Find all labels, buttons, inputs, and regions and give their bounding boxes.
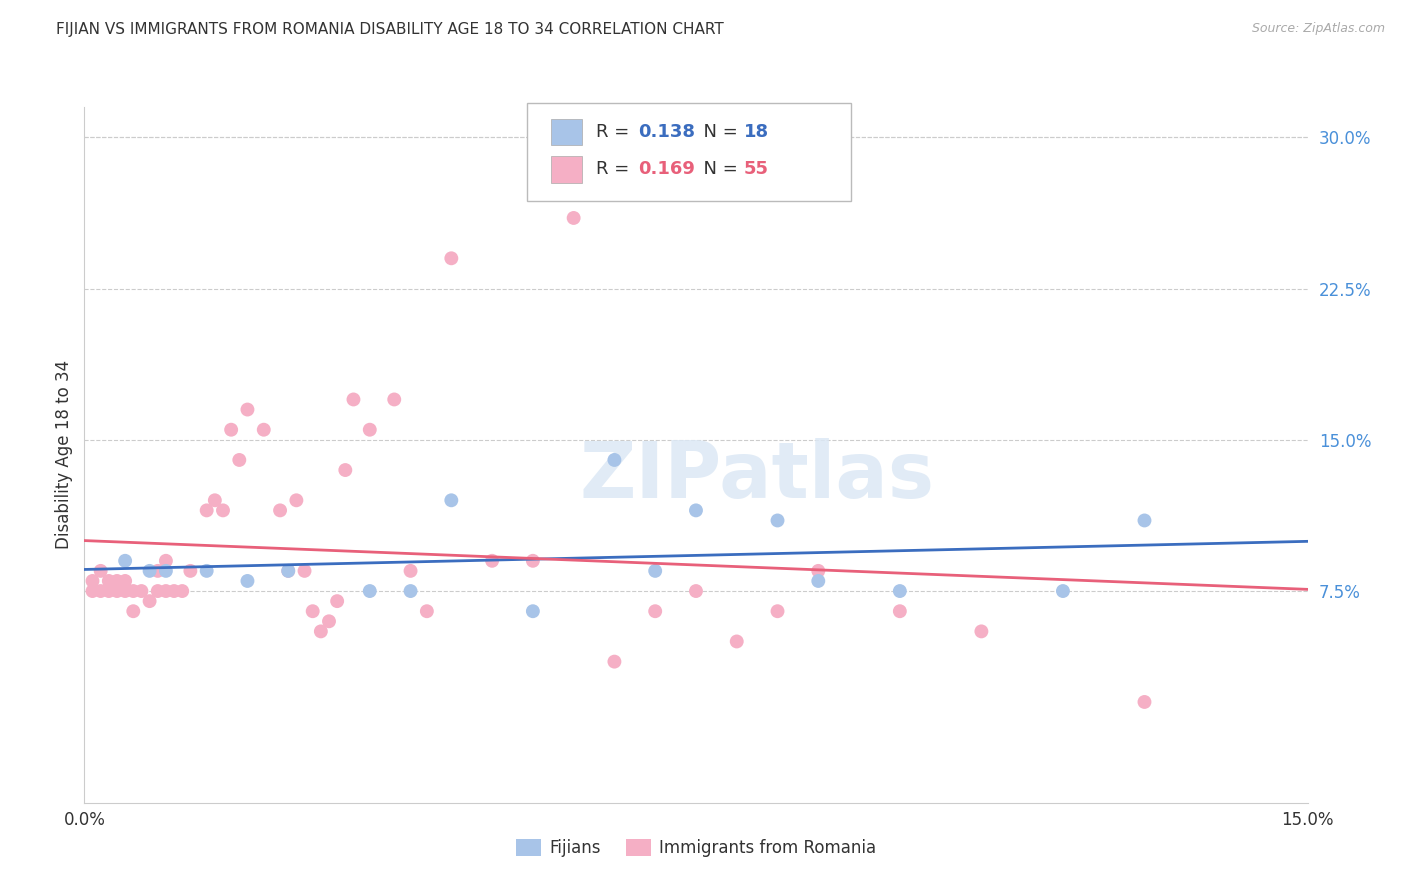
Point: [155, 564, 177, 578]
Text: 18: 18: [744, 123, 769, 141]
Point: [179, 564, 201, 578]
Point: [122, 584, 145, 599]
Point: [644, 604, 666, 618]
Legend: Fijians, Immigrants from Romania: Fijians, Immigrants from Romania: [509, 832, 883, 864]
Point: [807, 564, 830, 578]
Point: [228, 453, 250, 467]
Point: [236, 402, 259, 417]
Point: [725, 634, 748, 648]
Point: [685, 503, 707, 517]
Point: [172, 584, 194, 599]
Point: [114, 584, 136, 599]
Point: [253, 423, 276, 437]
Point: [97, 574, 120, 588]
Point: [522, 604, 544, 618]
Point: [90, 584, 112, 599]
Text: ZIPatlas: ZIPatlas: [579, 438, 935, 514]
Point: [285, 493, 308, 508]
Point: [1133, 513, 1156, 527]
Point: [269, 503, 291, 517]
Point: [114, 574, 136, 588]
Text: R =: R =: [596, 123, 636, 141]
Point: [146, 584, 169, 599]
Point: [440, 493, 463, 508]
Text: 0.169: 0.169: [638, 161, 695, 178]
Text: Source: ZipAtlas.com: Source: ZipAtlas.com: [1251, 22, 1385, 36]
Point: [399, 564, 422, 578]
Point: [82, 574, 104, 588]
Text: N =: N =: [692, 123, 744, 141]
Point: [309, 624, 332, 639]
Point: [416, 604, 439, 618]
Point: [359, 423, 381, 437]
Point: [889, 604, 911, 618]
Point: [236, 574, 259, 588]
Point: [163, 584, 186, 599]
Text: N =: N =: [692, 161, 744, 178]
Point: [105, 574, 128, 588]
Point: [155, 554, 177, 568]
Point: [294, 564, 316, 578]
Point: [603, 453, 626, 467]
Point: [889, 584, 911, 599]
Point: [219, 423, 242, 437]
Point: [807, 574, 830, 588]
Point: [766, 604, 789, 618]
Point: [131, 584, 153, 599]
Point: [114, 554, 136, 568]
Point: [318, 615, 340, 629]
Point: [644, 564, 666, 578]
Point: [195, 503, 218, 517]
Point: [138, 564, 160, 578]
Point: [155, 584, 177, 599]
Point: [138, 594, 160, 608]
Point: [277, 564, 299, 578]
Point: [90, 564, 112, 578]
Point: [603, 655, 626, 669]
Point: [1052, 584, 1074, 599]
Point: [97, 584, 120, 599]
Point: [82, 584, 104, 599]
Point: [562, 211, 585, 225]
Point: [326, 594, 349, 608]
Y-axis label: Disability Age 18 to 34: Disability Age 18 to 34: [55, 360, 73, 549]
Point: [335, 463, 357, 477]
Point: [204, 493, 226, 508]
Text: 0.138: 0.138: [638, 123, 696, 141]
Point: [146, 564, 169, 578]
Point: [122, 604, 145, 618]
Point: [970, 624, 993, 639]
Point: [481, 554, 503, 568]
Point: [105, 584, 128, 599]
Point: [1133, 695, 1156, 709]
Point: [277, 564, 299, 578]
Point: [399, 584, 422, 599]
Point: [382, 392, 405, 407]
Point: [440, 252, 463, 266]
Text: R =: R =: [596, 161, 636, 178]
Point: [685, 584, 707, 599]
Point: [359, 584, 381, 599]
Point: [212, 503, 235, 517]
Point: [522, 554, 544, 568]
Point: [766, 513, 789, 527]
Point: [195, 564, 218, 578]
Text: FIJIAN VS IMMIGRANTS FROM ROMANIA DISABILITY AGE 18 TO 34 CORRELATION CHART: FIJIAN VS IMMIGRANTS FROM ROMANIA DISABI…: [56, 22, 724, 37]
Point: [301, 604, 323, 618]
Text: 55: 55: [744, 161, 769, 178]
Point: [342, 392, 364, 407]
